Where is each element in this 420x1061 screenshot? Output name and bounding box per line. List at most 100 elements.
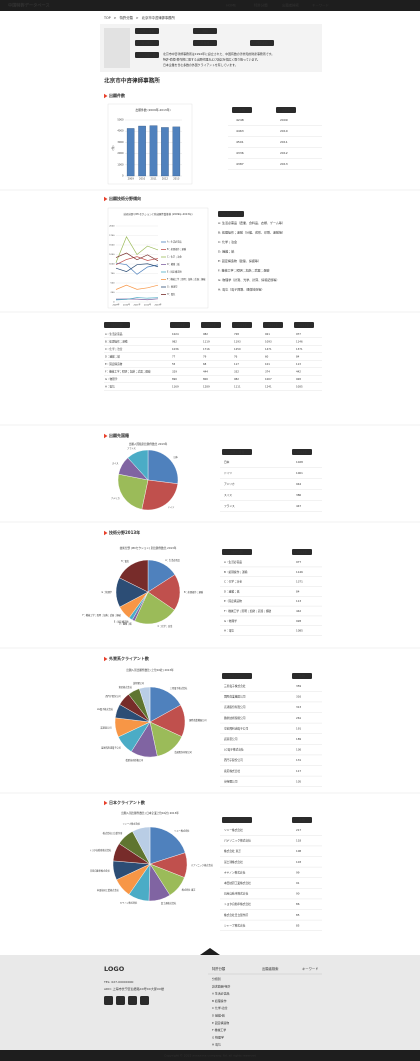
table-cell: 316: [296, 695, 301, 699]
table-cell: 4387: [236, 162, 244, 166]
table-cell: 117: [296, 769, 301, 773]
footer-link[interactable]: D 繊維・紙: [212, 1013, 225, 1018]
legend-label[interactable]: C：化学；冶金: [167, 255, 182, 259]
table-header-cell: [292, 549, 312, 555]
table-cell: 1250: [234, 347, 241, 351]
footer-column-title[interactable]: 特許分類: [212, 966, 226, 971]
field-label: 代表者名: [256, 40, 268, 45]
footer-link[interactable]: 分類別: [212, 976, 221, 981]
ipc-line: C: 化学；冶金: [218, 239, 237, 244]
pie-label: LG電子株式会社: [97, 707, 114, 711]
table-header: 2009年: [175, 322, 185, 327]
table-cell: 1119: [203, 340, 210, 344]
table-cell: LG電子株式会社: [224, 748, 244, 752]
legend-label[interactable]: F：機械工学；照明；加熱；武器；爆破: [167, 277, 206, 281]
pie-label: 株式会社 東芝: [182, 888, 197, 892]
pie-label: G：物理学: [102, 590, 113, 594]
footer-link[interactable]: F 機械工学: [212, 1027, 226, 1032]
pie-label: ソニー株式会社: [174, 828, 190, 832]
social-icon[interactable]: [140, 996, 149, 1005]
profile-description: 北京市中咨律師事務所は1992年に設立された、中国有数の渉外知的財産事務所です。: [163, 51, 274, 56]
nav-link[interactable]: キーワード: [312, 3, 329, 8]
legend-label[interactable]: G：物理学: [167, 285, 178, 289]
nav-link[interactable]: 出願者検索: [282, 3, 300, 8]
legend-label[interactable]: B：処理操作；運輸: [167, 247, 187, 251]
table-header: クライアント: [228, 817, 245, 822]
y-tick-label: 0: [113, 302, 115, 304]
chart-title: 出願件数 (2009年-2013年): [135, 108, 170, 112]
table-cell: B：処理操作；運輸: [105, 340, 128, 344]
table-cell: A：生活必需品: [224, 560, 242, 564]
table-cell: 982: [203, 332, 208, 336]
site-title[interactable]: 中国特許データベース: [8, 2, 50, 9]
profile-image: [104, 28, 130, 68]
footer-link[interactable]: H 電気: [212, 1042, 221, 1047]
ipc-line: G: 物理学（計測、光学、計算、情報記憶等）: [218, 277, 279, 282]
heading-marker: [104, 530, 108, 536]
social-icon[interactable]: [128, 996, 137, 1005]
legend-label[interactable]: D：繊維；紙: [167, 262, 180, 266]
table-header: クライアント: [228, 673, 245, 678]
footer-link[interactable]: C 化学・冶金: [212, 1005, 228, 1010]
x-tick-label: 2012年: [144, 303, 151, 307]
pie-label: D：繊維；紙: [119, 622, 132, 626]
table-cell: 1007: [265, 377, 272, 381]
nav-link[interactable]: 特許分類: [254, 3, 268, 8]
table-cell: 76: [234, 355, 238, 359]
table-header-cell: [201, 322, 221, 328]
pie-label: 索尼株式会社: [119, 685, 133, 689]
heading-marker: [104, 656, 108, 662]
footer-column-title[interactable]: キーワード: [302, 966, 318, 971]
breadcrumb-item[interactable]: 特許分類: [120, 15, 134, 20]
chart-title: 出願人国籍別出願件数比 2013年: [129, 442, 168, 446]
table-cell: スイス: [224, 493, 232, 497]
table-cell: シャープ株式会社: [224, 923, 246, 927]
table-cell: C：化学；冶金: [105, 347, 123, 351]
table-cell: 1111: [234, 385, 241, 389]
pie-slice: [141, 479, 178, 511]
footer-link[interactable]: G 物理学: [212, 1034, 224, 1039]
footer-link[interactable]: 請求範囲・特許: [212, 983, 230, 988]
table-cell: 2009: [280, 118, 288, 122]
profile-description: 特許・商標・著作権に関する出願代理および訴訟を幅広く取り扱っています。: [163, 57, 260, 62]
table-cell: 103: [296, 860, 301, 864]
pie-slice: [132, 826, 151, 865]
table-cell: 索尼株式会社: [224, 769, 240, 773]
table-cell: 皇家飛利浦電子公司: [224, 726, 248, 730]
breadcrumb-item[interactable]: TOP: [103, 16, 111, 20]
table-cell: 113: [296, 599, 301, 603]
section-heading: 出願技術分野傾向: [109, 195, 141, 201]
footer-link[interactable]: E 固定構造物: [212, 1020, 229, 1025]
pie-label: キヤノン株式会社: [120, 900, 138, 904]
ipc-line: A: 生活必需品（農業、食料品、衣類、ゲーム等）: [218, 220, 285, 225]
x-tick-label: 2010: [139, 178, 146, 181]
table-cell: 55: [172, 362, 176, 366]
breadcrumb-separator: >: [114, 16, 117, 20]
legend-label[interactable]: A：生活必需品: [167, 240, 182, 244]
table-cell: 977: [296, 332, 301, 336]
table-cell: 2013: [280, 162, 288, 166]
legend-label[interactable]: E：固定構造物: [167, 270, 182, 274]
series-line: [115, 262, 159, 275]
nav-link[interactable]: HOME: [226, 4, 236, 8]
legend-label[interactable]: H：電気: [167, 292, 176, 296]
footer-link[interactable]: A 生活必需品: [212, 991, 229, 996]
table-cell: 84: [296, 355, 300, 359]
social-icon[interactable]: [104, 996, 113, 1005]
section-heading: 出願先国籍: [109, 432, 129, 438]
table-header-cell: [170, 322, 190, 328]
field-label: 所在地: [201, 40, 210, 45]
field-label: 設立年月: [141, 40, 153, 45]
table-cell: 131: [296, 758, 301, 762]
x-tick-label: 2013: [173, 178, 180, 181]
footer-link[interactable]: B 処理操作: [212, 998, 227, 1003]
table-cell: E：固定構造物: [105, 362, 123, 366]
social-icon[interactable]: [116, 996, 125, 1005]
table-header: 出願年: [282, 107, 291, 112]
footer-column-title[interactable]: 出願者検索: [262, 966, 279, 971]
y-tick-label: 750: [111, 273, 116, 275]
table-cell: キヤノン株式会社: [224, 870, 246, 874]
heading-marker: [104, 433, 108, 439]
table-cell: 1146: [296, 570, 303, 574]
table-cell: 85: [296, 923, 300, 927]
